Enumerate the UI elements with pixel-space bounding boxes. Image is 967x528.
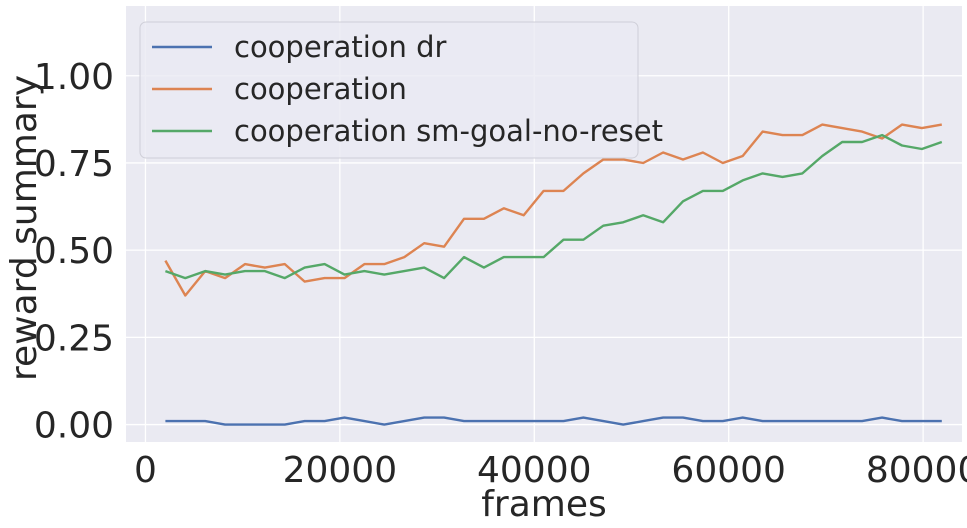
series-line-1 — [165, 416, 942, 426]
series-line-3 — [165, 133, 943, 280]
legend: cooperation dr cooperation cooperation sm-… — [139, 21, 663, 159]
y-tick-label: 0.00 — [34, 406, 114, 447]
x-tick-label: 0 — [134, 450, 157, 491]
series-lines — [164, 123, 943, 426]
legend-box — [139, 21, 639, 159]
legend-label: cooperation — [234, 72, 407, 106]
y-axis-label: reward summary — [4, 75, 45, 381]
legend-label: cooperation dr — [234, 30, 447, 64]
y-tick-label: 1.00 — [34, 57, 114, 98]
y-tick-label: 0.75 — [34, 144, 114, 185]
x-tick-label: 60000 — [671, 450, 786, 491]
y-tick-label: 0.50 — [34, 231, 114, 272]
x-tick-label: 40000 — [477, 450, 592, 491]
x-tick-label: 20000 — [283, 450, 398, 491]
legend-label: cooperation sm-goal-no-reset — [234, 114, 663, 148]
x-axis-label: frames — [481, 484, 607, 525]
y-tick-label: 0.25 — [34, 318, 114, 359]
y-axis-ticks: 0.00 0.25 0.50 0.75 1.00 — [34, 57, 114, 447]
